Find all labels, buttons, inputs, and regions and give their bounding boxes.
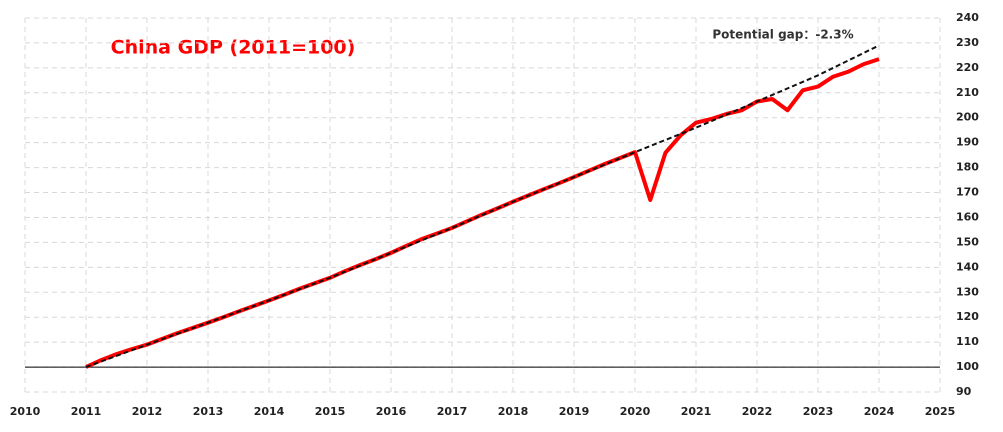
y-tick-label: 170 xyxy=(956,186,979,199)
y-tick-label: 200 xyxy=(956,111,979,124)
y-tick-label: 230 xyxy=(956,36,979,49)
x-tick-label: 2010 xyxy=(10,405,41,418)
gdp-line xyxy=(85,57,880,369)
y-tick-label: 240 xyxy=(956,11,979,24)
x-tick-label: 2017 xyxy=(437,405,468,418)
x-tick-label: 2012 xyxy=(132,405,163,418)
x-tick-label: 2019 xyxy=(559,405,590,418)
y-tick-label: 180 xyxy=(956,161,979,174)
y-tick-label: 160 xyxy=(956,210,979,223)
y-tick-label: 150 xyxy=(956,235,979,248)
x-tick-label: 2021 xyxy=(681,405,712,418)
y-tick-label: 120 xyxy=(956,310,979,323)
y-tick-label: 210 xyxy=(956,86,979,99)
chart-title: China GDP (2011=100) xyxy=(111,37,356,59)
x-tick-label: 2023 xyxy=(803,405,834,418)
x-tick-label: 2014 xyxy=(254,405,285,418)
y-tick-label: 140 xyxy=(956,260,979,273)
x-tick-label: 2013 xyxy=(193,405,224,418)
x-tick-label: 2011 xyxy=(71,405,102,418)
y-tick-label: 130 xyxy=(956,285,979,298)
y-tick-label: 100 xyxy=(956,360,979,373)
x-tick-label: 2015 xyxy=(315,405,346,418)
x-tick-label: 2025 xyxy=(925,405,956,418)
x-tick-label: 2020 xyxy=(620,405,651,418)
x-tick-label: 2018 xyxy=(498,405,529,418)
trend-line xyxy=(85,44,880,369)
x-tick-label: 2022 xyxy=(742,405,773,418)
y-tick-label: 190 xyxy=(956,136,979,149)
x-tick-label: 2016 xyxy=(376,405,407,418)
y-tick-label: 220 xyxy=(956,61,979,74)
y-tick-label: 90 xyxy=(956,385,972,398)
annotation: Potential gap：-2.3% xyxy=(712,28,853,42)
y-tick-label: 110 xyxy=(956,335,979,348)
x-tick-label: 2024 xyxy=(864,405,895,418)
